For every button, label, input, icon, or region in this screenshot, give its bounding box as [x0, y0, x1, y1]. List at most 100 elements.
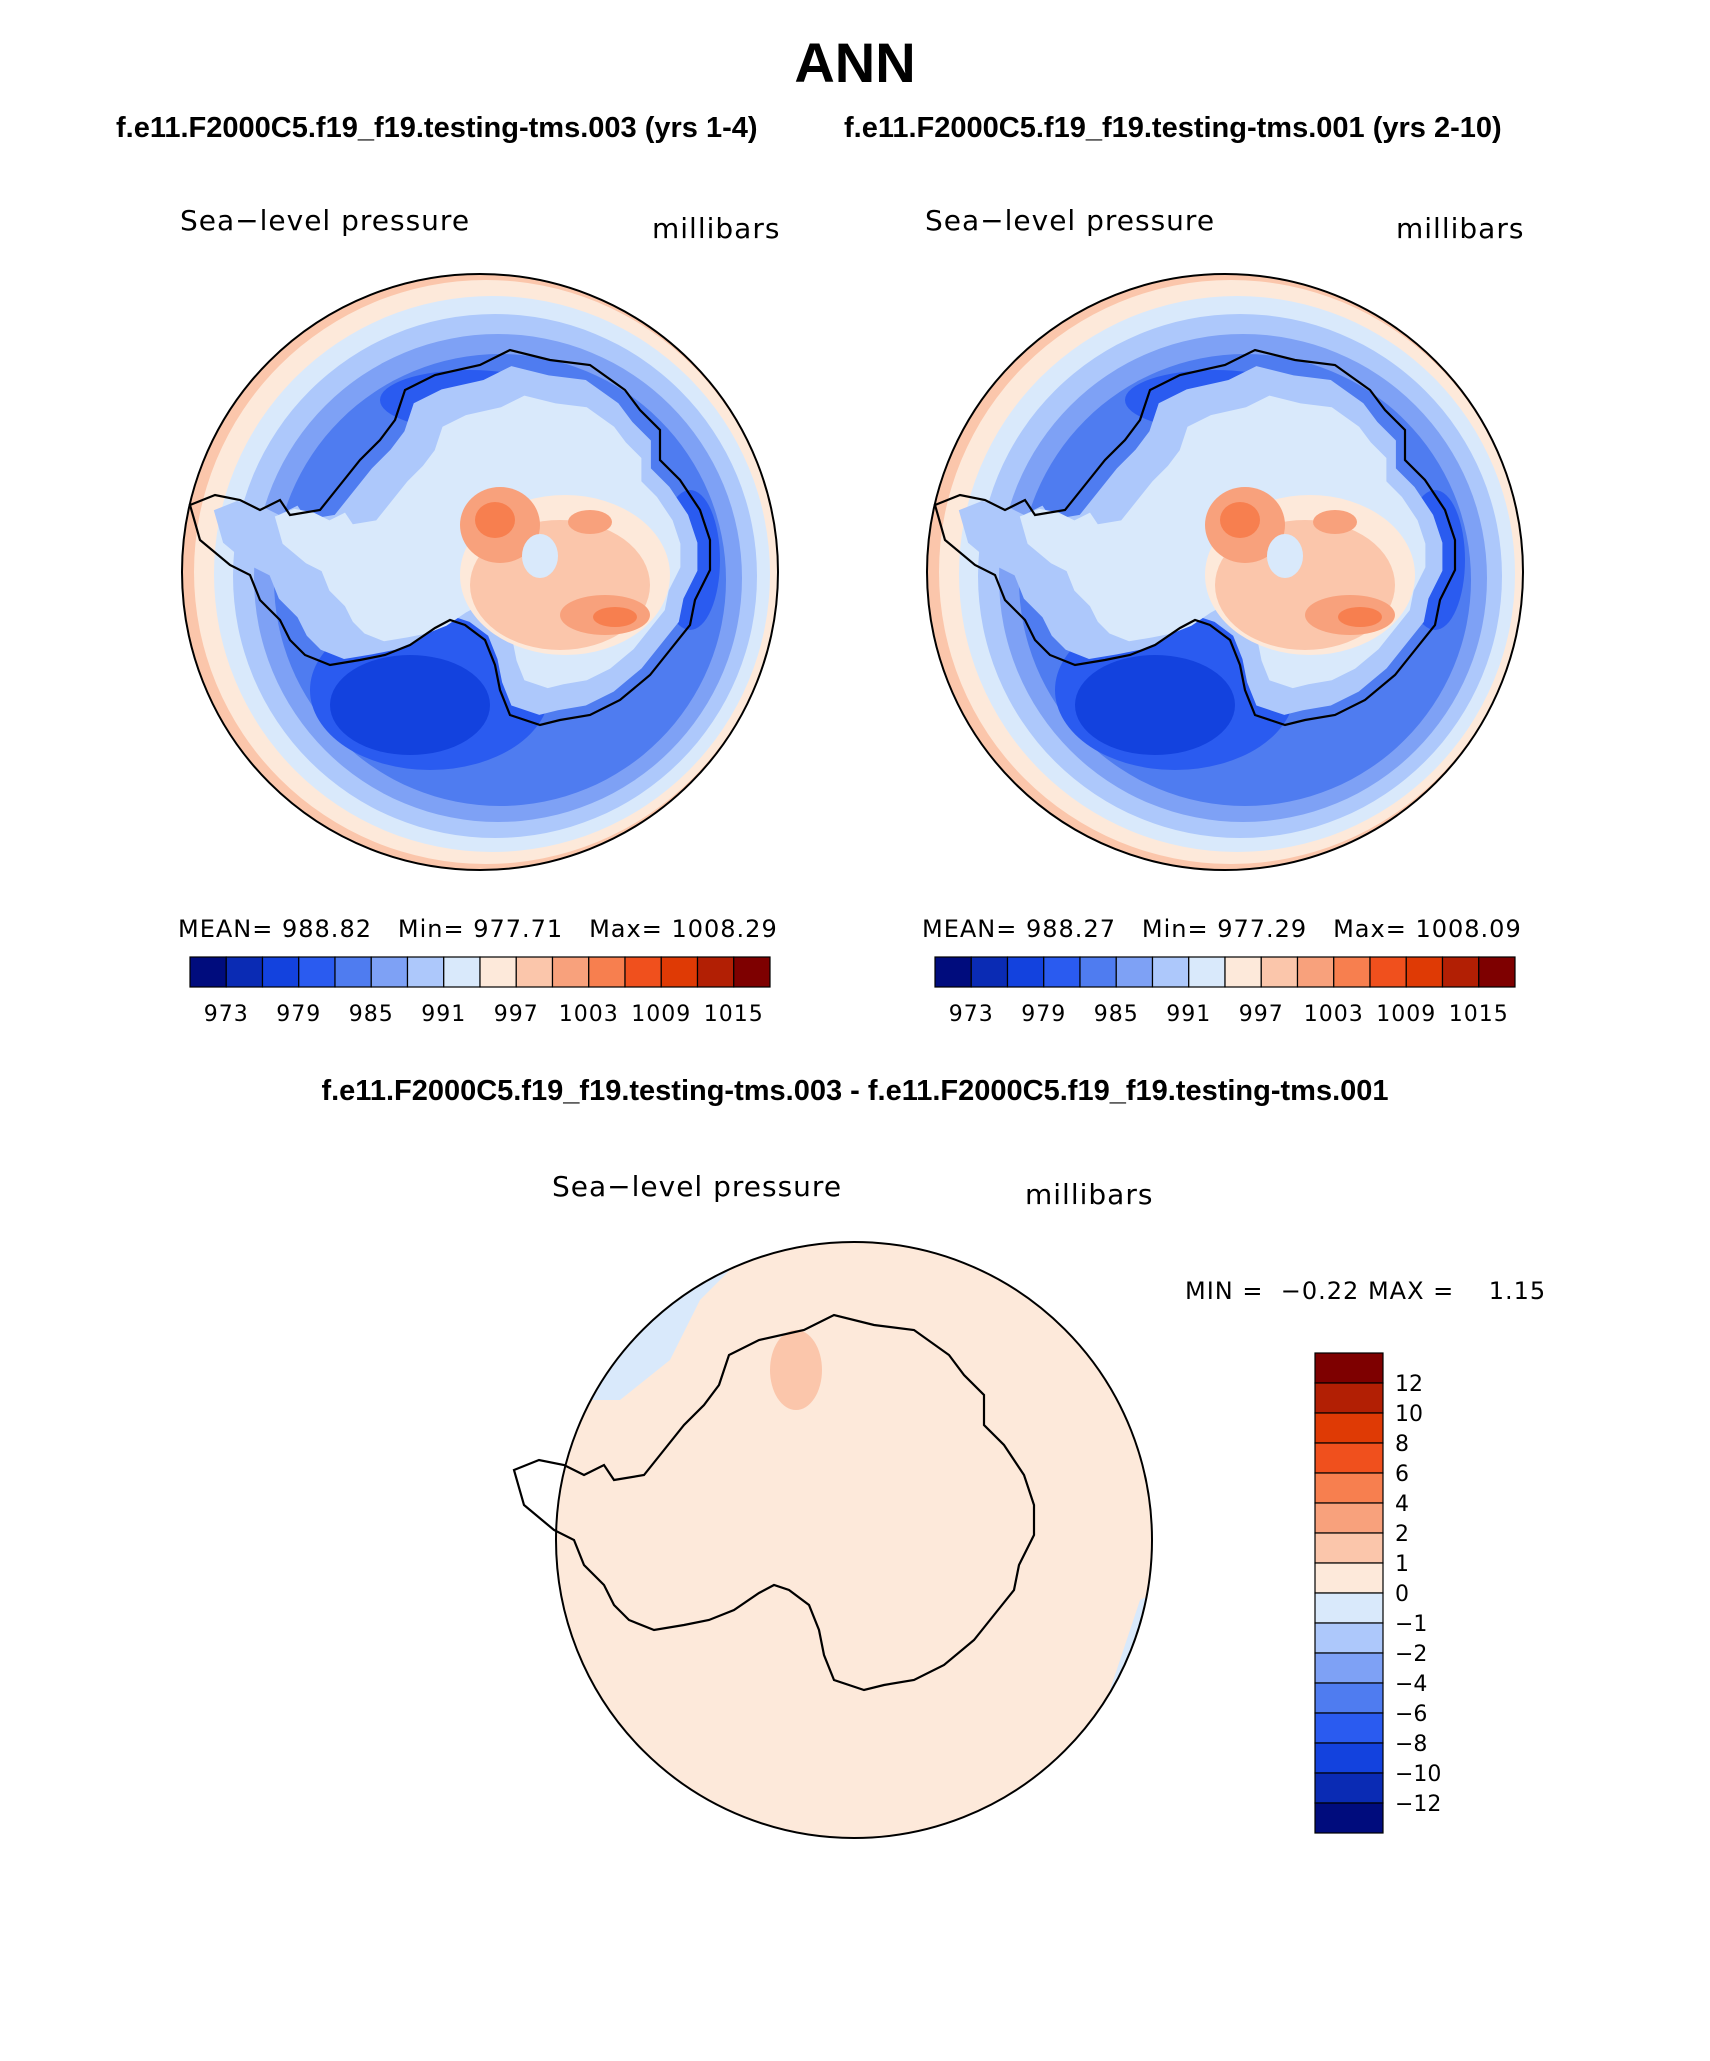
left-map-fill [182, 274, 778, 870]
right-stats: MEAN= 988.27 Min= 977.29 Max= 1008.09 [922, 915, 1522, 943]
diff-tick-label: 2 [1395, 1522, 1409, 1547]
left-colorbar-box [261, 956, 300, 988]
left-max-label: Max= [589, 915, 663, 943]
diff-tick-label: −12 [1395, 1792, 1441, 1817]
diff-colorbar-box [1314, 1592, 1384, 1624]
diff-colorbar-box [1314, 1502, 1384, 1534]
right-mean-value: 988.27 [1026, 915, 1116, 943]
left-colorbar-box [551, 956, 590, 988]
left-tick-label: 1009 [631, 1002, 691, 1027]
diff-tick-label: −2 [1395, 1642, 1427, 1667]
right-tick-label: 973 [949, 1002, 994, 1027]
left-max-value: 1008.29 [671, 915, 778, 943]
diff-colorbar-box [1314, 1382, 1384, 1414]
right-max-value: 1008.09 [1415, 915, 1522, 943]
left-tick-label: 973 [204, 1002, 249, 1027]
diff-colorbar-box [1314, 1442, 1384, 1474]
diff-colorbar-box [1314, 1472, 1384, 1504]
right-min-label: Min= [1141, 915, 1209, 943]
left-colorbar-box [624, 956, 662, 988]
left-colorbar: 973 979 985 991 997 1003 1009 1015 [189, 956, 771, 1027]
diff-colorbar-box [1314, 1682, 1384, 1714]
left-mean-value: 988.82 [282, 915, 372, 943]
right-colorbar-box [1296, 956, 1335, 988]
right-map-border [926, 273, 1524, 871]
right-colorbar-box [1369, 956, 1407, 988]
diff-colorbar-box [1314, 1652, 1384, 1684]
diff-variable-label: Sea−level pressure [552, 1170, 843, 1203]
diff-colorbar-box [1314, 1742, 1384, 1774]
right-tick-label: 1009 [1376, 1002, 1436, 1027]
left-colorbar-box [334, 956, 372, 988]
diff-tick-label: 8 [1395, 1432, 1409, 1457]
right-max-label: Max= [1333, 915, 1407, 943]
right-colorbar: 973 979 985 991 997 1003 1009 1015 [934, 956, 1516, 1027]
diff-tick-label: −8 [1395, 1732, 1427, 1757]
diff-min-value: −0.22 [1280, 1277, 1360, 1305]
right-tick-label: 997 [1239, 1002, 1284, 1027]
right-colorbar-box [1260, 956, 1299, 988]
right-variable-label: Sea−level pressure [925, 204, 1216, 237]
diff-tick-label: 6 [1395, 1462, 1409, 1487]
left-tick-label: 997 [494, 1002, 539, 1027]
case-left-title: f.e11.F2000C5.f19_f19.testing-tms.003 (y… [116, 112, 758, 144]
right-min-value: 977.29 [1217, 915, 1308, 943]
left-tick-label: 985 [349, 1002, 394, 1027]
left-min-label: Min= [397, 915, 465, 943]
right-colorbar-box [1043, 956, 1081, 988]
right-tick-label: 979 [1021, 1002, 1066, 1027]
left-tick-label: 979 [276, 1002, 321, 1027]
right-colorbar-box [1188, 956, 1226, 988]
right-colorbar-box [970, 956, 1009, 988]
diff-colorbar-box [1314, 1622, 1384, 1654]
left-min-value: 977.71 [473, 915, 564, 943]
left-colorbar-box [515, 956, 554, 988]
case-right-title: f.e11.F2000C5.f19_f19.testing-tms.001 (y… [844, 112, 1502, 144]
right-units-label: millibars [1396, 212, 1525, 245]
left-units-label: millibars [652, 212, 781, 245]
difference-title: f.e11.F2000C5.f19_f19.testing-tms.003 - … [321, 1075, 1389, 1107]
left-tick-label: 1015 [704, 1002, 764, 1027]
diff-tick-label: 0 [1395, 1582, 1409, 1607]
diff-max-label: MAX = [1367, 1277, 1455, 1305]
diff-colorbar-box [1314, 1532, 1384, 1564]
right-tick-label: 1015 [1449, 1002, 1509, 1027]
left-colorbar-box [588, 956, 626, 988]
diff-tick-label: −1 [1395, 1612, 1427, 1637]
right-tick-label: 1003 [1304, 1002, 1364, 1027]
left-colorbar-box [733, 956, 771, 988]
left-colorbar-box [406, 956, 445, 988]
left-tick-label: 991 [421, 1002, 466, 1027]
diff-tick-label: 4 [1395, 1492, 1409, 1517]
diff-colorbar-box [1314, 1352, 1384, 1384]
diff-tick-label: −6 [1395, 1702, 1427, 1727]
left-mean-label: MEAN= [178, 915, 274, 943]
right-colorbar-box [1006, 956, 1045, 988]
left-map [181, 273, 779, 871]
diff-tick-label: −10 [1395, 1762, 1441, 1787]
left-colorbar-box [479, 956, 517, 988]
right-colorbar-box [1405, 956, 1444, 988]
diff-colorbar-box [1314, 1802, 1384, 1834]
right-colorbar-box [1079, 956, 1117, 988]
diff-tick-label: 12 [1395, 1372, 1423, 1397]
left-colorbar-box [298, 956, 336, 988]
left-colorbar-box [189, 956, 227, 988]
right-tick-label: 991 [1166, 1002, 1211, 1027]
diff-map-border [555, 1241, 1153, 1839]
left-colorbar-box [225, 956, 264, 988]
right-colorbar-box [1441, 956, 1480, 988]
left-colorbar-box [370, 956, 409, 988]
right-colorbar-box [1478, 956, 1516, 988]
right-colorbar-box [1115, 956, 1154, 988]
left-variable-label: Sea−level pressure [180, 204, 471, 237]
diff-colorbar-box [1314, 1562, 1384, 1594]
right-colorbar-box [1333, 956, 1371, 988]
left-colorbar-box [660, 956, 699, 988]
diff-units-label: millibars [1025, 1178, 1154, 1211]
diff-colorbar-box [1314, 1412, 1384, 1444]
left-colorbar-box [696, 956, 735, 988]
right-mean-label: MEAN= [922, 915, 1018, 943]
diff-min-label: MIN = [1185, 1277, 1264, 1305]
left-stats: MEAN= 988.82 Min= 977.71 Max= 1008.29 [178, 915, 778, 943]
